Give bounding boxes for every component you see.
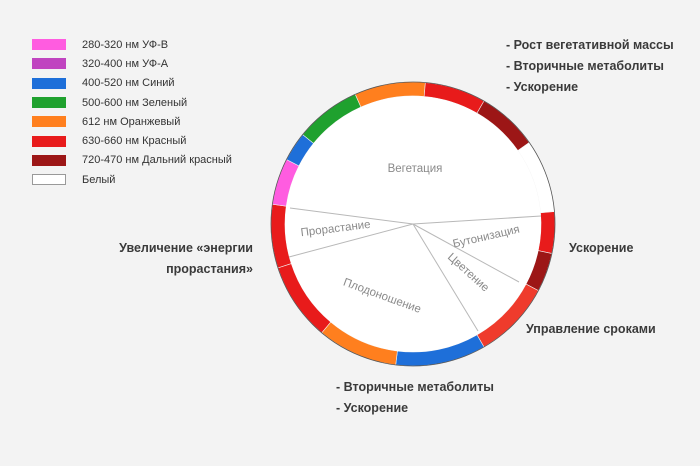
divider-flowering-fruiting <box>412 223 479 332</box>
legend-label: 400-520 нм Синий <box>82 77 175 90</box>
legend-item-white: Белый <box>32 170 232 189</box>
legend-item-uva: 320-400 нм УФ-А <box>32 54 232 73</box>
divider-vegetation-budding <box>412 215 542 225</box>
ring-outline <box>270 81 556 367</box>
legend-swatch <box>32 135 66 147</box>
note-line: - Вторичные метаболиты <box>336 380 494 394</box>
note-germination: Увеличение «энергии прорастания» <box>108 238 253 280</box>
divider-vegetation-germination <box>289 207 414 225</box>
phase-dividers <box>288 207 542 332</box>
note-line: - Вторичные метаболиты <box>506 59 664 73</box>
legend-item-uvb: 280-320 нм УФ-В <box>32 35 232 54</box>
legend-label: Белый <box>82 173 116 186</box>
legend-item-green: 500-600 нм Зеленый <box>32 93 232 112</box>
note-line: прорастания» <box>166 262 253 276</box>
divider-germination-fruiting <box>288 223 414 258</box>
legend-item-red: 630-660 нм Красный <box>32 131 232 150</box>
legend-swatch <box>32 174 66 186</box>
legend-swatch <box>32 39 66 51</box>
note-flowering: Управление сроками <box>526 319 656 340</box>
phase-vegetation: Вегетация <box>388 163 443 175</box>
note-budding: Ускорение <box>569 238 633 259</box>
legend-label: 720-470 нм Дальний красный <box>82 154 232 167</box>
legend-item-orange: 612 нм Оранжевый <box>32 112 232 131</box>
note-line: Увеличение «энергии <box>119 241 253 255</box>
legend: 280-320 нм УФ-В 320-400 нм УФ-А 400-520 … <box>32 35 232 189</box>
legend-label: 280-320 нм УФ-В <box>82 38 169 51</box>
note-vegetation: - Рост вегетативной массы - Вторичные ме… <box>506 35 674 98</box>
legend-swatch <box>32 97 66 109</box>
legend-label: 630-660 нм Красный <box>82 135 187 148</box>
divider-budding-flowering <box>412 223 520 283</box>
legend-swatch <box>32 58 66 70</box>
legend-item-far-red: 720-470 нм Дальний красный <box>32 151 232 170</box>
note-line: Управление сроками <box>526 322 656 336</box>
legend-label: 500-600 нм Зеленый <box>82 96 188 109</box>
note-fruiting: - Вторичные метаболиты - Ускорение <box>336 377 494 419</box>
legend-label: 320-400 нм УФ-А <box>82 57 169 70</box>
note-line: - Ускорение <box>336 401 409 415</box>
legend-swatch <box>32 154 66 166</box>
legend-swatch <box>32 116 66 128</box>
spectrum-ring <box>270 81 556 367</box>
note-line: Ускорение <box>569 241 634 255</box>
note-line: - Ускорение <box>506 80 579 94</box>
legend-label: 612 нм Оранжевый <box>82 115 181 128</box>
legend-item-blue: 400-520 нм Синий <box>32 74 232 93</box>
legend-swatch <box>32 77 66 89</box>
note-line: - Рост вегетативной массы <box>506 38 674 52</box>
